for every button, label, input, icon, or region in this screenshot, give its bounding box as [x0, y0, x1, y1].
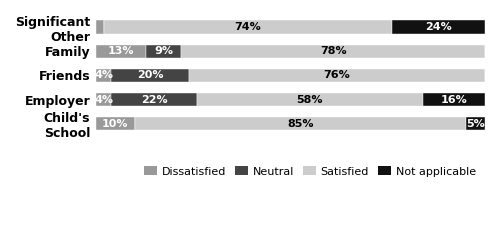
Bar — [96, 45, 146, 58]
Legend: Dissatisfied, Neutral, Satisfied, Not applicable: Dissatisfied, Neutral, Satisfied, Not ap… — [140, 162, 480, 181]
Text: 5%: 5% — [466, 119, 484, 129]
Bar — [189, 69, 485, 82]
Bar — [466, 117, 485, 130]
Bar — [182, 45, 485, 58]
Text: 24%: 24% — [425, 22, 452, 32]
Text: 20%: 20% — [137, 70, 164, 80]
Text: 4%: 4% — [94, 94, 113, 105]
Bar — [96, 69, 112, 82]
Text: 13%: 13% — [108, 46, 134, 56]
Bar — [197, 93, 422, 106]
Bar — [422, 93, 485, 106]
Bar — [96, 93, 112, 106]
Text: 4%: 4% — [94, 70, 113, 80]
Text: 22%: 22% — [141, 94, 168, 105]
Bar — [392, 20, 485, 34]
Bar — [134, 117, 466, 130]
Text: 74%: 74% — [234, 22, 261, 32]
Bar — [146, 45, 182, 58]
Bar — [104, 20, 392, 34]
Bar — [96, 20, 104, 34]
Text: 78%: 78% — [320, 46, 346, 56]
Bar — [96, 117, 134, 130]
Text: 9%: 9% — [154, 46, 174, 56]
Text: 76%: 76% — [324, 70, 350, 80]
Bar — [112, 93, 197, 106]
Text: 85%: 85% — [287, 119, 314, 129]
Bar — [112, 69, 189, 82]
Text: 16%: 16% — [440, 94, 467, 105]
Text: 58%: 58% — [296, 94, 323, 105]
Text: 10%: 10% — [102, 119, 128, 129]
